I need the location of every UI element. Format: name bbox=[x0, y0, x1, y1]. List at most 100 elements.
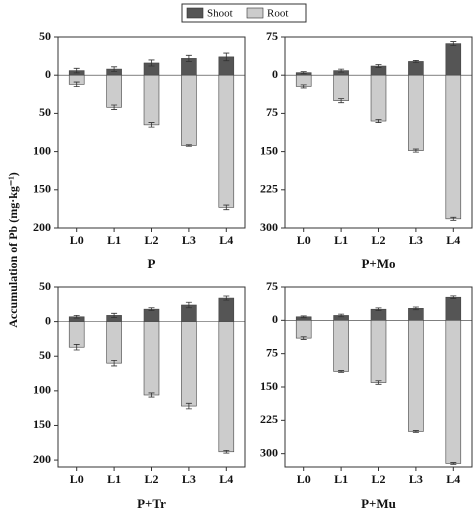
y-tick-label: 50 bbox=[39, 348, 51, 362]
y-tick-label: 300 bbox=[260, 445, 278, 459]
error-bar bbox=[450, 462, 457, 465]
bar bbox=[106, 74, 122, 108]
bar bbox=[445, 320, 462, 464]
error-bar bbox=[300, 84, 307, 89]
x-tick-label: L2 bbox=[371, 233, 385, 247]
y-tick-label: 150 bbox=[260, 143, 278, 157]
bar bbox=[408, 61, 424, 76]
legend-box bbox=[181, 3, 307, 23]
error-bar bbox=[338, 370, 345, 373]
y-axis-label: Accumulation of Pb (mg·kg⁻¹) bbox=[6, 172, 20, 328]
error-bar bbox=[375, 119, 382, 123]
error-bar bbox=[338, 68, 345, 73]
bar bbox=[143, 321, 160, 396]
bar bbox=[445, 43, 462, 76]
y-tick-label: 75 bbox=[266, 29, 278, 43]
bar bbox=[143, 308, 160, 322]
error-bar bbox=[300, 336, 307, 340]
y-tick-label: 100 bbox=[33, 143, 51, 157]
panel-title: P bbox=[148, 256, 156, 271]
x-tick-label: L4 bbox=[446, 472, 460, 486]
panel-title: P+Mo bbox=[361, 256, 395, 271]
y-tick-label: 0 bbox=[45, 67, 51, 81]
error-bar bbox=[338, 313, 345, 318]
bar bbox=[106, 321, 122, 364]
bar bbox=[295, 320, 312, 339]
error-bar bbox=[73, 81, 80, 88]
x-tick-label: L1 bbox=[107, 472, 121, 486]
x-tick-label: L0 bbox=[297, 472, 311, 486]
bar bbox=[445, 296, 462, 321]
x-tick-label: L3 bbox=[409, 472, 423, 486]
error-bar bbox=[450, 295, 457, 299]
x-tick-label: L4 bbox=[219, 472, 233, 486]
y-tick-label: 150 bbox=[33, 182, 51, 196]
y-tick-label: 0 bbox=[272, 312, 278, 326]
x-tick-label: L3 bbox=[182, 233, 196, 247]
error-bar bbox=[375, 380, 382, 385]
error-bar bbox=[111, 359, 118, 367]
y-tick-label: 75 bbox=[266, 105, 278, 119]
error-bar bbox=[450, 41, 457, 47]
error-bar bbox=[73, 67, 80, 74]
error-bar bbox=[412, 430, 419, 433]
x-tick-label: L0 bbox=[70, 233, 84, 247]
y-tick-label: 225 bbox=[260, 182, 278, 196]
y-tick-label: 150 bbox=[260, 379, 278, 393]
error-bar bbox=[338, 98, 345, 104]
bar bbox=[445, 74, 462, 220]
y-tick-label: 150 bbox=[33, 417, 51, 431]
error-bar bbox=[148, 307, 155, 311]
y-tick-label: 0 bbox=[272, 67, 278, 81]
error-bar bbox=[300, 71, 307, 75]
bar bbox=[370, 74, 387, 122]
error-bar bbox=[412, 306, 419, 311]
error-bar bbox=[185, 402, 192, 410]
error-bar bbox=[223, 449, 230, 454]
error-bar bbox=[148, 59, 155, 67]
error-bar bbox=[148, 392, 155, 398]
bar bbox=[143, 74, 160, 126]
bar bbox=[181, 74, 197, 146]
bar bbox=[408, 74, 424, 151]
x-tick-label: L2 bbox=[144, 233, 158, 247]
x-tick-label: L1 bbox=[334, 472, 348, 486]
y-tick-label: 50 bbox=[39, 105, 51, 119]
legend-label: Shoot bbox=[207, 8, 233, 20]
error-bar bbox=[111, 312, 118, 318]
error-bar bbox=[148, 122, 155, 128]
bar bbox=[181, 321, 197, 407]
error-bar bbox=[412, 60, 419, 63]
y-tick-label: 100 bbox=[33, 383, 51, 397]
y-tick-label: 200 bbox=[33, 452, 51, 466]
bar bbox=[68, 321, 85, 348]
error-bar bbox=[375, 307, 382, 311]
legend-label: Root bbox=[267, 8, 288, 20]
error-bar bbox=[300, 315, 307, 319]
error-bar bbox=[223, 295, 230, 301]
error-bar bbox=[185, 54, 192, 62]
bar bbox=[370, 320, 387, 383]
error-bar bbox=[412, 148, 419, 153]
error-bar bbox=[73, 314, 80, 319]
error-bar bbox=[185, 301, 192, 309]
y-tick-label: 0 bbox=[45, 313, 51, 327]
y-tick-label: 75 bbox=[266, 345, 278, 359]
y-tick-label: 75 bbox=[266, 279, 278, 293]
x-tick-label: L1 bbox=[334, 233, 348, 247]
y-tick-label: 200 bbox=[33, 220, 51, 234]
error-bar bbox=[111, 66, 118, 72]
y-tick-label: 50 bbox=[39, 279, 51, 293]
x-tick-label: L4 bbox=[446, 233, 460, 247]
x-tick-label: L3 bbox=[409, 233, 423, 247]
error-bar bbox=[111, 104, 118, 110]
error-bar bbox=[73, 344, 80, 351]
x-tick-label: L0 bbox=[70, 472, 84, 486]
panel-title: P+Tr bbox=[137, 496, 166, 511]
error-bar bbox=[375, 64, 382, 68]
bar bbox=[408, 320, 424, 432]
y-tick-label: 50 bbox=[39, 29, 51, 43]
legend-swatch bbox=[186, 7, 204, 19]
y-tick-label: 225 bbox=[260, 412, 278, 426]
